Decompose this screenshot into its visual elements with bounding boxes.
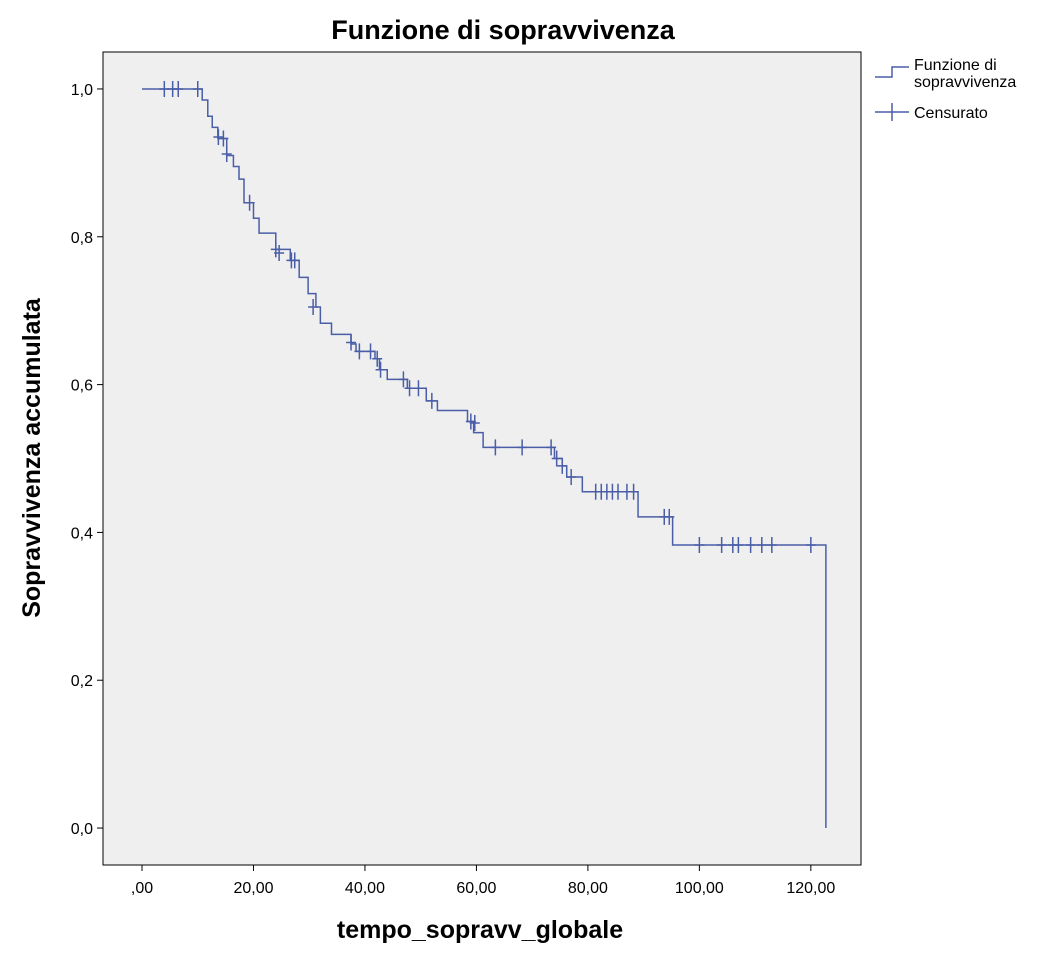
y-tick-label: 0,6 <box>71 378 93 395</box>
censor-mark <box>354 343 365 360</box>
censor-mark <box>372 350 383 367</box>
plot-area <box>102 51 862 866</box>
censor-mark <box>413 380 424 397</box>
censor-mark <box>192 80 203 97</box>
legend-step-symbol <box>875 66 909 78</box>
x-tick-label: 80,00 <box>568 880 608 897</box>
x-axis-title: tempo_sopravv_globale <box>337 916 623 944</box>
legend-label-survival: sopravvivenza <box>914 74 1016 91</box>
x-tick-label: 120,00 <box>786 880 835 897</box>
legend-censor-symbol <box>875 103 909 121</box>
censor-mark <box>557 457 568 474</box>
censor-mark <box>612 483 623 500</box>
y-tick-label: 0,2 <box>71 673 93 690</box>
x-tick-label: 100,00 <box>675 880 724 897</box>
x-tick-label: ,00 <box>131 880 153 897</box>
legend-label-survival: Funzione di <box>914 57 997 74</box>
censor-mark <box>664 508 675 525</box>
censor-mark <box>566 468 577 485</box>
y-tick-label: 0,4 <box>71 525 93 542</box>
censor-mark <box>716 536 727 553</box>
censor-mark <box>469 415 480 432</box>
censor-mark <box>694 536 705 553</box>
censor-mark <box>398 371 409 388</box>
axis-ticks: ,00 20,00 40,00 60,00 80,00 100,00 120,00 0,0 0,… <box>71 82 836 897</box>
y-tick-label: 1,0 <box>71 82 93 99</box>
censor-mark <box>756 536 767 553</box>
chart-series <box>142 80 827 829</box>
censor-mark <box>218 130 229 147</box>
x-tick-label: 60,00 <box>456 880 496 897</box>
censor-mark <box>490 439 501 456</box>
censor-mark <box>404 380 415 397</box>
censor-mark <box>426 392 437 409</box>
censor-mark <box>346 334 357 351</box>
chart-title: Funzione di sopravvivenza <box>331 15 676 45</box>
censor-mark <box>745 536 756 553</box>
censor-mark <box>551 450 562 467</box>
y-axis-title: Sopravvivenza accumulata <box>18 297 46 618</box>
censor-mark <box>213 128 224 145</box>
censor-mark <box>274 245 285 262</box>
censor-mark <box>766 536 777 553</box>
censor-mark <box>289 252 300 269</box>
censor-mark <box>221 145 232 162</box>
x-tick-label: 20,00 <box>233 880 273 897</box>
censor-mark <box>805 536 816 553</box>
censor-mark <box>546 439 557 456</box>
censor-mark <box>159 80 170 97</box>
y-tick-label: 0,8 <box>71 230 93 247</box>
legend-label-censored: Censurato <box>914 105 988 122</box>
x-tick-label: 40,00 <box>345 880 385 897</box>
censor-mark <box>733 536 744 553</box>
censor-mark <box>308 298 319 315</box>
censor-mark <box>173 80 184 97</box>
censor-mark <box>244 194 255 211</box>
y-tick-label: 0,0 <box>71 821 93 838</box>
censor-mark <box>375 361 386 378</box>
censor-mark <box>365 343 376 360</box>
censor-mark <box>517 439 528 456</box>
censor-mark <box>628 483 639 500</box>
